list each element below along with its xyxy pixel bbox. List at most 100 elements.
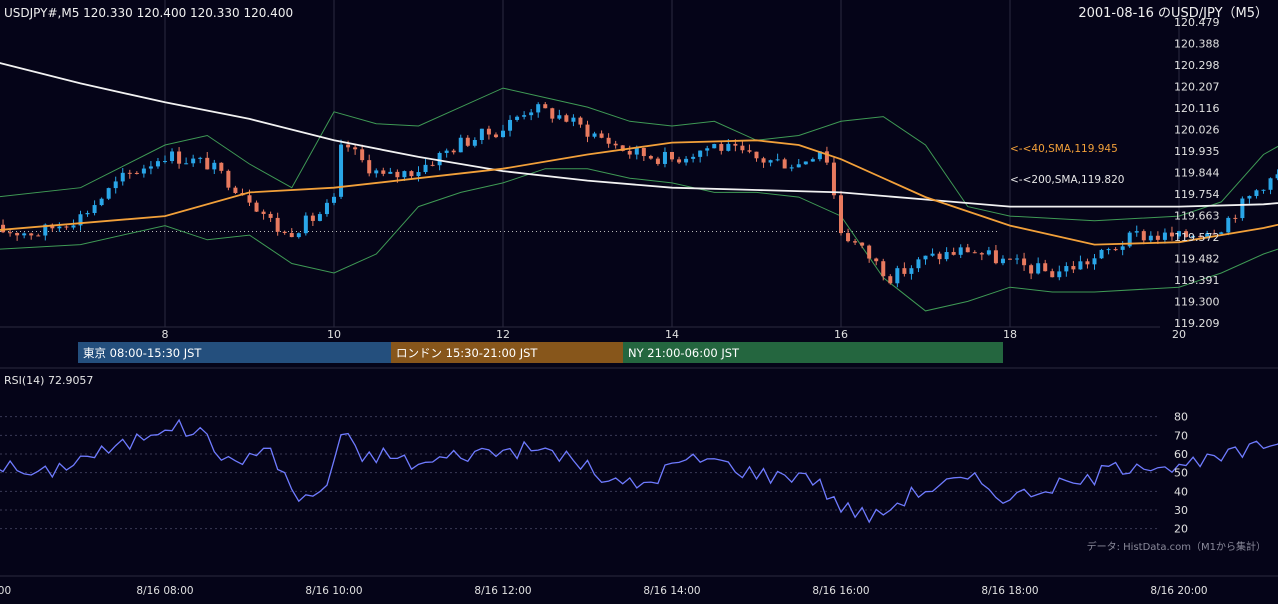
time-tick-label: 16 (834, 328, 848, 341)
candle-body (451, 150, 456, 153)
candle-body (1057, 271, 1062, 278)
candle-body (226, 170, 231, 188)
candle-body (564, 115, 569, 122)
candle-body (846, 233, 851, 242)
candle-body (1043, 263, 1048, 272)
rsi-label: RSI(14) 72.9057 (4, 374, 93, 387)
candle-body (8, 232, 13, 234)
candle-body (78, 214, 83, 226)
time-tick-label: 12 (496, 328, 510, 341)
rsi-tick-label: 60 (1174, 448, 1188, 461)
candle-body (1022, 258, 1027, 266)
price-tick-label: 120.026 (1174, 123, 1220, 136)
candle-body (437, 152, 442, 166)
candle-body (501, 130, 505, 138)
candle-body (839, 195, 843, 234)
candle-body (1064, 266, 1069, 272)
candle-body (1000, 258, 1005, 264)
candle-body (99, 198, 104, 206)
bottom-time-tick-label: 8/16 18:00 (981, 585, 1038, 597)
candle-body (508, 119, 513, 131)
candle-body (909, 268, 914, 274)
session-london (391, 342, 623, 363)
candle-body (606, 137, 611, 144)
candle-body (670, 151, 674, 160)
candle-body (120, 172, 125, 182)
candle-body (810, 159, 815, 162)
candle-body (1036, 263, 1041, 274)
rsi-axis: 20 30 40 50 60 70 80 (1174, 411, 1188, 536)
candle-body (57, 226, 62, 229)
price-tick-label: 120.388 (1174, 38, 1220, 51)
price-tick-label: 119.300 (1174, 295, 1220, 308)
candle-body (705, 148, 710, 151)
bottom-time-tick-label: 8/16 10:00 (305, 585, 362, 597)
bottom-time-tick-label: 8/16 20:00 (1150, 585, 1207, 597)
candle-body (1184, 231, 1189, 238)
bollinger-bands (0, 87, 1278, 312)
candle-body (367, 160, 372, 174)
candle-body (1113, 249, 1118, 251)
candle-body (339, 144, 344, 197)
candle-body (254, 202, 259, 212)
candle-body (937, 253, 942, 260)
candle-body (465, 137, 470, 146)
candle-body (1134, 231, 1139, 233)
price-axis: 120.479 120.388 120.298 120.207 120.116 120.0… (1174, 16, 1220, 330)
session-tokyo-label: 東京 08:00-15:30 JST (83, 346, 202, 360)
candle-body (1071, 266, 1076, 270)
candle-body (874, 258, 879, 262)
session-ny (623, 342, 1003, 363)
candle-body (106, 188, 111, 199)
candle-body (1212, 233, 1217, 235)
candle-body (958, 247, 963, 255)
candle-body (719, 144, 724, 151)
candle-body (796, 164, 801, 168)
candle-body (641, 147, 646, 157)
candle-body (1, 224, 6, 233)
rsi-series (0, 418, 1278, 524)
session-ny-label: NY 21:00-06:00 JST (628, 346, 740, 360)
candle-body (388, 171, 393, 174)
candle-body (148, 166, 153, 169)
bottom-time-tick-label: 8/16 16:00 (812, 585, 869, 597)
candle-body (317, 214, 322, 221)
candle-body (585, 124, 590, 137)
sma200-label: <-<200,SMA,119.820 (1010, 174, 1124, 186)
candle-body (282, 231, 287, 234)
candle-body (1099, 249, 1104, 259)
candle-body (184, 163, 189, 165)
candle-body (557, 115, 562, 119)
rsi-grid (0, 416, 1160, 530)
bollinger-upper (0, 87, 1278, 222)
candle-body (268, 213, 273, 218)
candle-body (205, 157, 210, 170)
candle-body (141, 168, 146, 174)
candle-body (536, 104, 541, 113)
candle-body (1106, 249, 1111, 251)
price-tick-label: 119.482 (1174, 252, 1220, 265)
candle-body (1240, 198, 1245, 219)
sma40-line (0, 139, 1278, 246)
candle-body (754, 151, 759, 159)
candle-body (761, 158, 766, 163)
moving-averages (0, 62, 1278, 246)
candle-body (1191, 236, 1196, 238)
candle-body (1261, 189, 1266, 191)
candle-body (493, 134, 498, 138)
price-tick-label: 120.298 (1174, 59, 1220, 72)
bollinger-lower (0, 168, 1278, 312)
candle-body (578, 117, 583, 125)
candle-body (374, 170, 379, 174)
candle-body (824, 151, 829, 163)
candle-body (163, 161, 167, 163)
candle-body (1155, 235, 1160, 240)
candle-body (965, 247, 970, 253)
candle-body (402, 171, 407, 178)
candle-body (1141, 231, 1146, 241)
candle-body (944, 252, 949, 260)
candle-body (395, 171, 400, 178)
rsi-tick-label: 30 (1174, 504, 1188, 517)
